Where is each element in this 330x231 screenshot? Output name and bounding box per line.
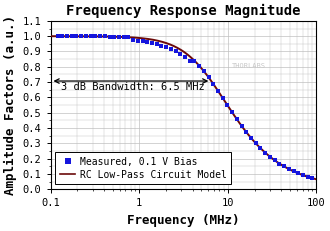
- Legend: Measured, 0.1 V Bias, RC Low-Pass Circuit Model: Measured, 0.1 V Bias, RC Low-Pass Circui…: [55, 152, 231, 184]
- Title: Frequency Response Magnitude: Frequency Response Magnitude: [66, 4, 301, 18]
- Text: 3 dB Bandwidth: 6.5 MHz: 3 dB Bandwidth: 6.5 MHz: [61, 82, 204, 92]
- X-axis label: Frequency (MHz): Frequency (MHz): [127, 214, 240, 227]
- Y-axis label: Amplitude Factors (a.u.): Amplitude Factors (a.u.): [4, 15, 17, 195]
- Text: THORLABS: THORLABS: [231, 63, 265, 69]
